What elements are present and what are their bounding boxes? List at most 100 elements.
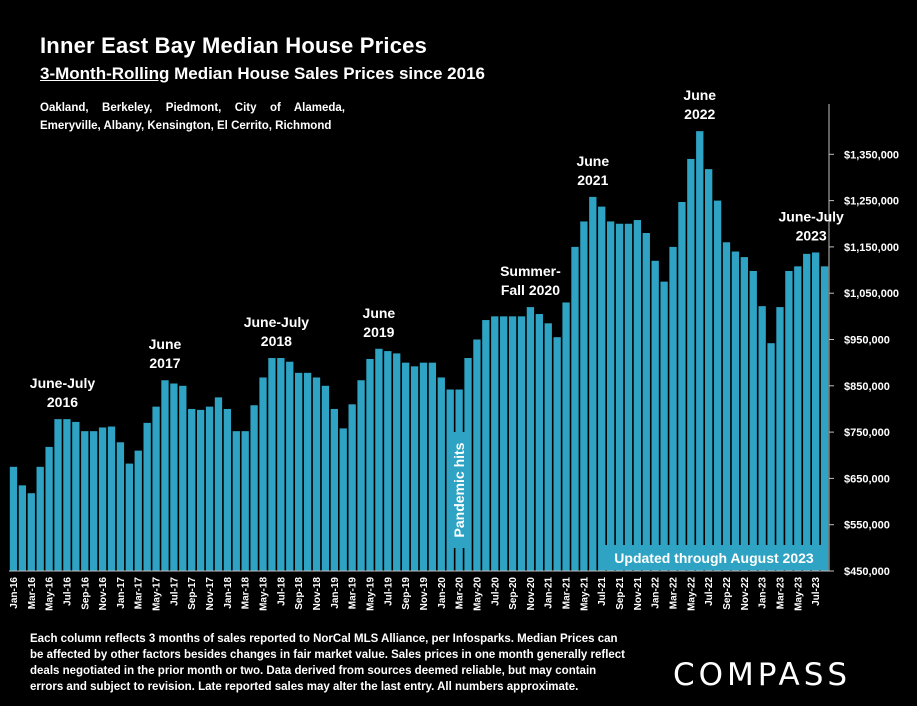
bar-Sep-20 <box>508 316 517 571</box>
x-tick-label: May-22 <box>686 577 697 611</box>
bar-Nov-17 <box>205 406 214 571</box>
x-tick-label: May-20 <box>472 577 483 611</box>
bar-Jun-19 <box>375 348 383 571</box>
bar-Mar-18 <box>241 431 249 571</box>
y-tick-label: $750,000 <box>844 427 890 439</box>
bar-Oct-22 <box>731 251 740 571</box>
y-tick-label: $550,000 <box>844 520 890 532</box>
bar-Apr-19 <box>357 380 365 571</box>
bar-Jun-22 <box>696 131 704 571</box>
bar-Sep-18 <box>295 372 303 571</box>
bar-Jul-21 <box>598 206 606 571</box>
annotation-label: 2022 <box>684 106 715 122</box>
chart-title: Inner East Bay Median House Prices <box>40 33 428 58</box>
chart-subtitle: 3-Month-Rolling Median House Sales Price… <box>40 64 485 84</box>
annotation-label: 2021 <box>577 172 608 188</box>
x-tick-label: Sep-18 <box>294 577 305 610</box>
x-tick-label: Nov-18 <box>312 577 323 611</box>
x-tick-label: Sep-16 <box>80 577 91 610</box>
bar-Dec-19 <box>428 362 437 571</box>
x-tick-label: Nov-21 <box>633 577 644 611</box>
y-tick-label: $450,000 <box>844 566 890 578</box>
subtitle-underlined: 3-Month-Rolling <box>40 64 170 83</box>
bar-Jan-22 <box>651 260 659 571</box>
annotation-label: June-July <box>778 208 844 224</box>
bar-Aug-18 <box>286 361 294 571</box>
bar-Sep-22 <box>722 242 731 571</box>
bar-Jul-17 <box>170 383 178 571</box>
pandemic-label: Pandemic hits <box>451 442 467 537</box>
bar-Mar-19 <box>348 404 356 571</box>
bar-Sep-16 <box>81 431 89 571</box>
x-tick-label: May-17 <box>152 577 163 611</box>
bar-Nov-16 <box>98 427 107 571</box>
x-tick-label: Jul-18 <box>276 577 287 606</box>
x-tick-label: May-21 <box>579 577 590 611</box>
bar-Nov-21 <box>633 220 642 572</box>
x-tick-label: May-23 <box>793 577 804 611</box>
bar-Aug-21 <box>606 221 615 571</box>
x-tick-label: Jan-18 <box>223 577 234 609</box>
bar-Sep-19 <box>401 362 410 571</box>
compass-logo: COMPASS <box>673 657 852 693</box>
bar-Jan-23 <box>758 306 766 571</box>
x-tick-label: Sep-17 <box>187 577 198 610</box>
bar-Jun-23 <box>803 253 811 571</box>
bar-Jul-23 <box>811 252 820 571</box>
bar-Dec-20 <box>535 314 543 571</box>
bar-Jun-17 <box>161 380 169 571</box>
x-tick-label: Jan-21 <box>544 577 555 609</box>
y-tick-label: $1,150,000 <box>844 242 899 254</box>
bar-May-18 <box>259 377 267 571</box>
bar-May-16 <box>45 446 53 571</box>
x-tick-label: Mar-19 <box>348 577 359 610</box>
bar-Jul-22 <box>705 169 713 571</box>
bar-Feb-21 <box>553 337 561 571</box>
x-tick-label: Sep-22 <box>722 577 733 610</box>
x-tick-label: Sep-20 <box>508 577 519 610</box>
bar-Dec-22 <box>749 270 757 571</box>
annotation-label: Fall 2020 <box>501 282 560 298</box>
x-tick-label: Jan-20 <box>437 577 448 609</box>
bar-Oct-18 <box>303 372 312 571</box>
annotation-label: June-July <box>30 375 96 391</box>
annotation-label: June <box>149 336 182 352</box>
x-tick-label: Jan-16 <box>9 577 20 609</box>
bar-Oct-20 <box>517 316 526 571</box>
x-tick-label: Nov-16 <box>98 577 109 611</box>
annotation-label: June-July <box>244 314 310 330</box>
bar-Aug-22 <box>713 200 722 571</box>
bar-Nov-22 <box>740 257 748 571</box>
x-tick-label: Nov-22 <box>740 577 751 611</box>
bar-Dec-18 <box>321 385 330 571</box>
x-tick-label: Nov-20 <box>526 577 537 611</box>
x-tick-label: May-16 <box>45 577 56 611</box>
y-tick-label: $950,000 <box>844 335 890 347</box>
bar-Jan-21 <box>544 323 552 571</box>
bar-Jun-21 <box>589 196 597 571</box>
updated-label: Updated through August 2023 <box>614 550 814 566</box>
bar-Jan-17 <box>116 442 125 571</box>
bar-Aug-23 <box>820 266 829 571</box>
annotation-label: June <box>576 153 609 169</box>
bar-Jun-20 <box>482 320 490 571</box>
bar-Jul-18 <box>277 358 285 571</box>
bar-Feb-19 <box>339 428 347 571</box>
bar-Dec-21 <box>642 233 650 571</box>
bar-Apr-16 <box>36 466 44 571</box>
x-tick-label: Sep-21 <box>615 577 626 610</box>
bar-Apr-22 <box>678 201 686 572</box>
y-tick-label: $850,000 <box>844 381 890 393</box>
bar-Sep-17 <box>188 408 196 571</box>
areas-list: Oakland, Berkeley, Piedmont, City of Ala… <box>40 102 345 132</box>
y-tick-label: $1,050,000 <box>844 288 899 300</box>
bar-Apr-18 <box>250 405 258 571</box>
bar-Aug-17 <box>179 385 187 571</box>
bar-Feb-23 <box>767 343 775 571</box>
bar-Aug-16 <box>72 421 80 571</box>
x-tick-label: Jul-23 <box>811 577 822 606</box>
x-tick-label: May-18 <box>259 577 270 611</box>
bar-Feb-16 <box>18 485 27 571</box>
